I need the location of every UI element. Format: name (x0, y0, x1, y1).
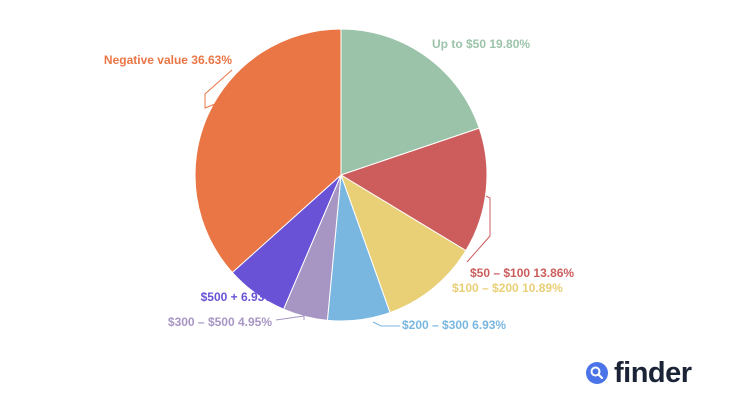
pie-slices (194, 28, 488, 322)
finder-logo: finder (582, 356, 692, 390)
slice-label: $500 + 6.93% (201, 290, 276, 304)
slice-label: $50 – $100 13.86% (470, 266, 574, 280)
leader-line (275, 315, 305, 321)
pie-slice (340, 173, 467, 314)
logo-wordmark: finder (614, 356, 692, 389)
leader-line (466, 195, 491, 263)
slice-labels: Up to $50 19.80% $50 – $100 13.86%$100 – … (104, 37, 575, 332)
slice-label: Up to $50 19.80% (432, 37, 530, 51)
slice-label: $100 – $200 10.89% (452, 281, 563, 295)
leader-line (372, 321, 400, 327)
slice-label: Negative value 36.63% (104, 53, 232, 67)
pie-slice (339, 127, 488, 252)
search-icon (586, 362, 608, 384)
label-leader-lines (204, 69, 491, 327)
pie-slice (194, 28, 342, 274)
slice-label: $200 – $300 6.93% (402, 318, 506, 332)
leader-line (204, 69, 233, 109)
pie-slice (340, 28, 480, 176)
slice-label: $300 – $500 4.95% (168, 315, 272, 329)
